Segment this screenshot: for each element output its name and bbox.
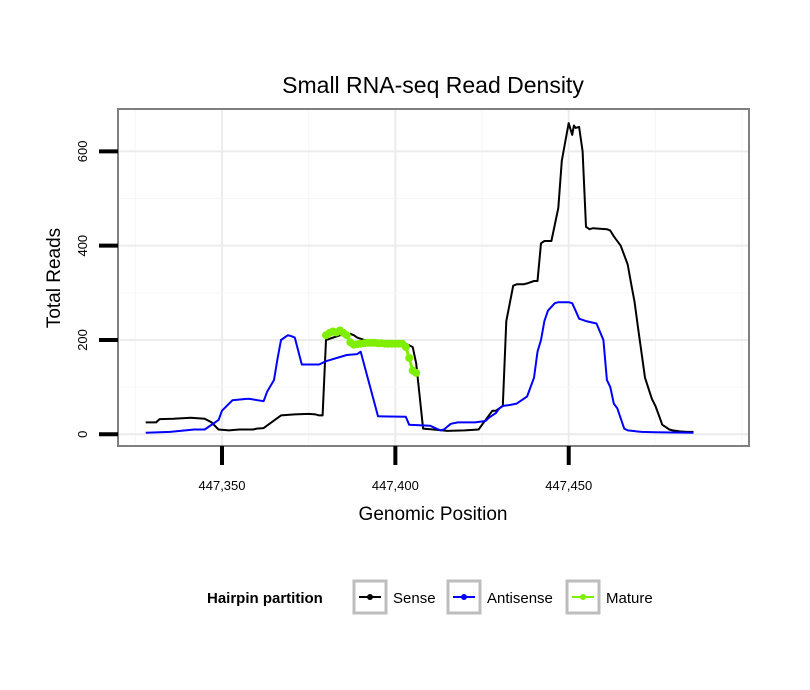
legend-title: Hairpin partition [207,590,323,607]
axes: 447,350 447,400 447,450 0 200 400 600 [75,141,592,493]
legend-label-mature: Mature [606,590,653,607]
data-point-mature [342,331,351,340]
y-tick-label: 0 [75,431,90,438]
legend-marker-sense [367,594,373,600]
y-tick-label: 200 [75,329,90,351]
y-axis-title: Total Reads [44,228,65,328]
plot-panel-border [117,108,750,447]
legend-label-antisense: Antisense [487,590,553,607]
grid [118,109,749,446]
legend: Hairpin partition Sense Antisense Mature [207,579,653,615]
series-line-antisense [145,301,694,434]
data-point-mature [401,343,410,351]
legend-marker-antisense [461,594,467,600]
series-layer [145,122,694,434]
series-line-sense [145,122,694,433]
x-axis-title: Genomic Position [359,504,508,525]
legend-marker-mature [580,594,586,600]
data-point-mature [405,353,414,362]
y-tick-label: 600 [75,141,90,163]
legend-label-sense: Sense [393,590,436,607]
chart-title: Small RNA-seq Read Density [282,72,584,98]
y-tick-label: 400 [75,235,90,257]
x-tick-label: 447,400 [372,478,419,493]
x-tick-label: 447,450 [545,478,592,493]
x-tick-label: 447,350 [199,478,246,493]
data-point-mature [412,368,421,377]
